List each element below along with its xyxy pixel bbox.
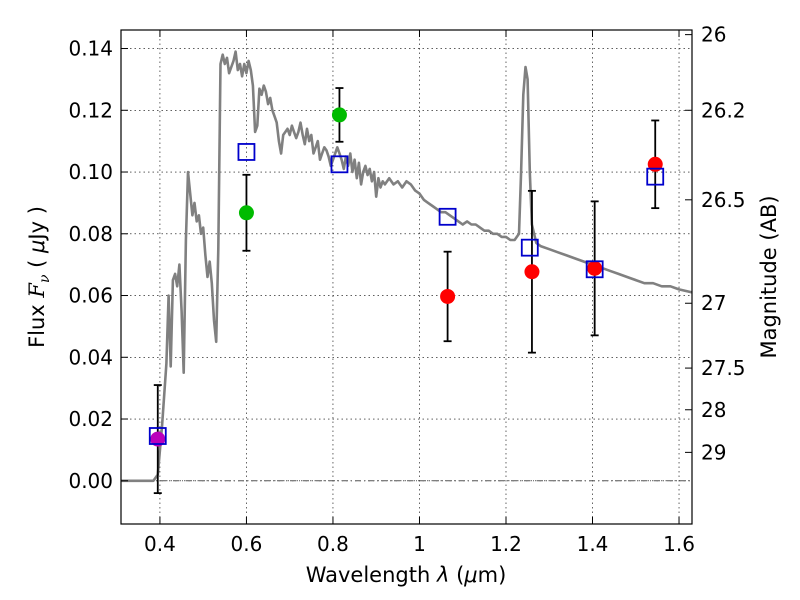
- model-point: [520, 238, 539, 257]
- observed-point: [238, 205, 254, 221]
- y-tick-label: 0.12: [68, 98, 113, 122]
- x-tick-label: 1.2: [490, 532, 522, 556]
- right-tick-label: 27.5: [701, 356, 746, 380]
- observed-point: [331, 107, 347, 123]
- x-axis-title: Wavelength λ (μm): [306, 563, 507, 587]
- model-point: [237, 143, 256, 161]
- y-axis-title-left: Flux Fν ( μJy ): [25, 206, 53, 348]
- y-tick-label: 0.06: [68, 284, 113, 308]
- y-tick-label: 0.08: [68, 222, 113, 246]
- model-point: [585, 260, 604, 279]
- plot-frame: [120, 29, 693, 525]
- ticks: 0.4 0.6 0.8 1 1.2 1.4 1.6 0.00 0.02 0.04 0.06 0.08 0…: [68, 23, 745, 556]
- right-tick-label: 26: [701, 23, 726, 47]
- right-tick-label: 26.2: [701, 98, 746, 122]
- template-curve-group: [121, 50, 693, 483]
- y-tick-label: 0.10: [68, 160, 113, 184]
- error-bars: [153, 87, 660, 495]
- model-point: [438, 207, 457, 226]
- observed-point: [150, 431, 166, 447]
- x-tick-label: 1.6: [663, 532, 695, 556]
- y-tick-label: 0.04: [68, 345, 113, 369]
- observed-point: [524, 264, 540, 280]
- x-tick-label: 0.6: [231, 532, 263, 556]
- x-tick-label: 0.8: [317, 532, 349, 556]
- model-point: [330, 155, 349, 174]
- y-axis-title-right: Magnitude (AB): [757, 195, 781, 358]
- model-point: [148, 427, 167, 445]
- model-point: [646, 167, 665, 186]
- right-tick-label: 29: [701, 440, 726, 464]
- y-tick-label: 0.14: [68, 37, 113, 61]
- y-tick-label: 0.00: [68, 469, 113, 493]
- observed-point: [587, 260, 603, 276]
- right-tick-label: 28: [701, 398, 726, 422]
- x-tick-label: 0.4: [144, 532, 176, 556]
- right-tick-label: 27: [701, 291, 726, 315]
- model-points: [148, 143, 665, 445]
- observed-point: [440, 288, 456, 304]
- x-tick-label: 1: [413, 532, 426, 556]
- right-tick-label: 26.5: [701, 188, 746, 212]
- x-tick-label: 1.4: [577, 532, 609, 556]
- template-curve: [121, 50, 693, 483]
- y-tick-label: 0.02: [68, 407, 113, 431]
